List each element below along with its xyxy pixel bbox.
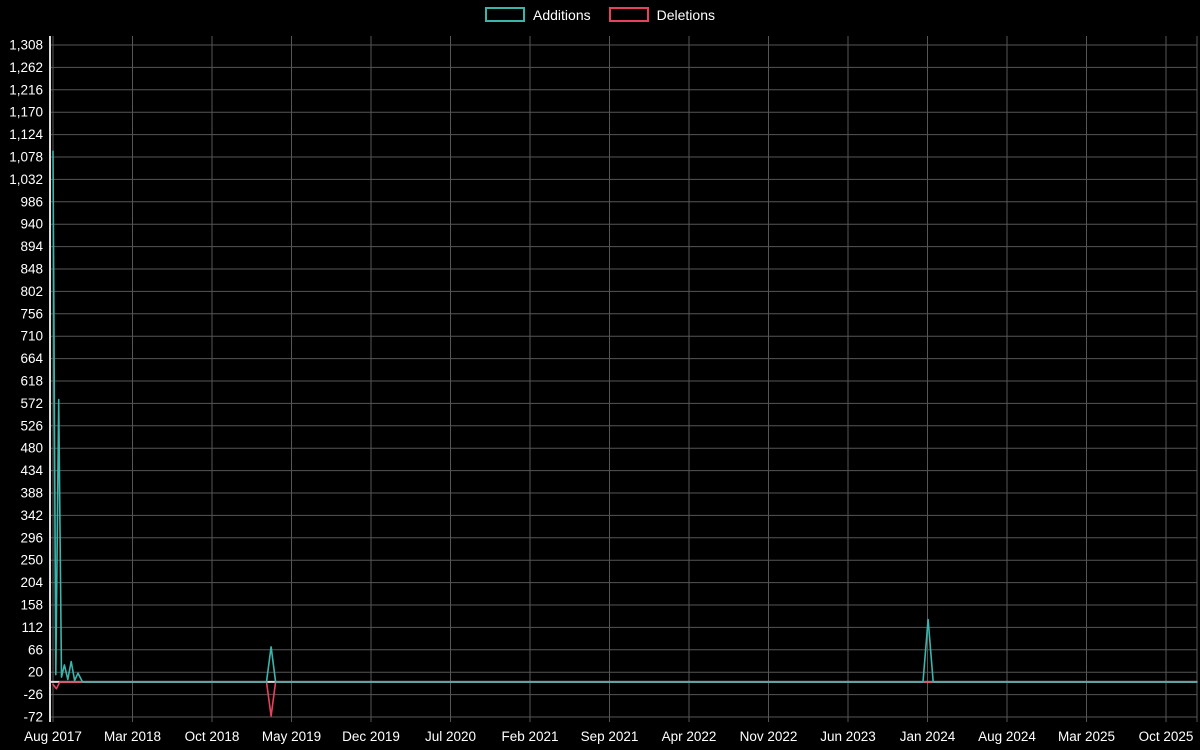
y-tick-label: 894 bbox=[20, 239, 43, 254]
y-tick-label: 480 bbox=[20, 441, 43, 456]
x-tick-label: Aug 2017 bbox=[24, 729, 82, 744]
y-tick-label: 204 bbox=[20, 575, 43, 590]
y-tick-label: 112 bbox=[21, 620, 43, 635]
x-tick-label: Sep 2021 bbox=[581, 729, 639, 744]
y-tick-label: 434 bbox=[20, 463, 43, 478]
y-tick-label: 388 bbox=[20, 486, 43, 501]
x-tick-label: Aug 2024 bbox=[978, 729, 1036, 744]
y-tick-label: 296 bbox=[20, 530, 43, 545]
legend-item-deletions[interactable]: Deletions bbox=[608, 6, 715, 23]
y-tick-label: 848 bbox=[20, 262, 43, 277]
y-tick-label: -26 bbox=[23, 687, 43, 702]
y-tick-label: 20 bbox=[28, 665, 43, 680]
y-tick-label: 1,262 bbox=[9, 60, 43, 75]
x-tick-label: Feb 2021 bbox=[501, 729, 558, 744]
y-tick-label: 710 bbox=[20, 329, 43, 344]
x-tick-label: Oct 2025 bbox=[1139, 729, 1194, 744]
y-tick-label: 618 bbox=[20, 374, 43, 389]
y-tick-label: 986 bbox=[20, 194, 43, 209]
additions-swatch-icon bbox=[485, 7, 526, 22]
x-tick-label: Nov 2022 bbox=[740, 729, 798, 744]
x-tick-label: Apr 2022 bbox=[662, 729, 717, 744]
series-line-deletions bbox=[52, 681, 1198, 717]
deletions-swatch-icon bbox=[608, 7, 649, 22]
y-tick-label: 1,078 bbox=[9, 150, 43, 165]
x-tick-label: Dec 2019 bbox=[342, 729, 400, 744]
y-tick-label: 664 bbox=[20, 351, 43, 366]
x-tick-label: Jun 2023 bbox=[820, 729, 876, 744]
y-tick-label: -72 bbox=[23, 710, 43, 725]
series-line-additions bbox=[52, 150, 1198, 683]
y-tick-label: 66 bbox=[28, 642, 43, 657]
y-tick-label: 250 bbox=[20, 553, 43, 568]
y-tick-label: 342 bbox=[20, 508, 43, 523]
y-tick-label: 1,308 bbox=[9, 38, 43, 53]
chart-legend: Additions Deletions bbox=[0, 7, 1200, 22]
y-tick-label: 802 bbox=[20, 284, 43, 299]
legend-label-deletions: Deletions bbox=[656, 6, 715, 23]
y-tick-label: 940 bbox=[20, 217, 43, 232]
legend-label-additions: Additions bbox=[533, 6, 591, 23]
x-tick-label: May 2019 bbox=[262, 729, 321, 744]
y-tick-label: 756 bbox=[20, 306, 43, 321]
x-tick-label: Jul 2020 bbox=[425, 729, 476, 744]
x-tick-label: Mar 2018 bbox=[104, 729, 161, 744]
x-tick-label: Oct 2018 bbox=[185, 729, 240, 744]
y-tick-label: 1,032 bbox=[9, 172, 43, 187]
y-tick-label: 526 bbox=[20, 418, 43, 433]
y-tick-label: 158 bbox=[20, 598, 43, 613]
y-tick-label: 1,124 bbox=[9, 127, 43, 142]
y-tick-label: 572 bbox=[20, 396, 43, 411]
y-tick-label: 1,216 bbox=[9, 82, 43, 97]
x-tick-label: Jan 2024 bbox=[900, 729, 956, 744]
y-tick-label: 1,170 bbox=[9, 105, 43, 120]
x-tick-label: Mar 2025 bbox=[1058, 729, 1115, 744]
legend-item-additions[interactable]: Additions bbox=[485, 7, 591, 22]
